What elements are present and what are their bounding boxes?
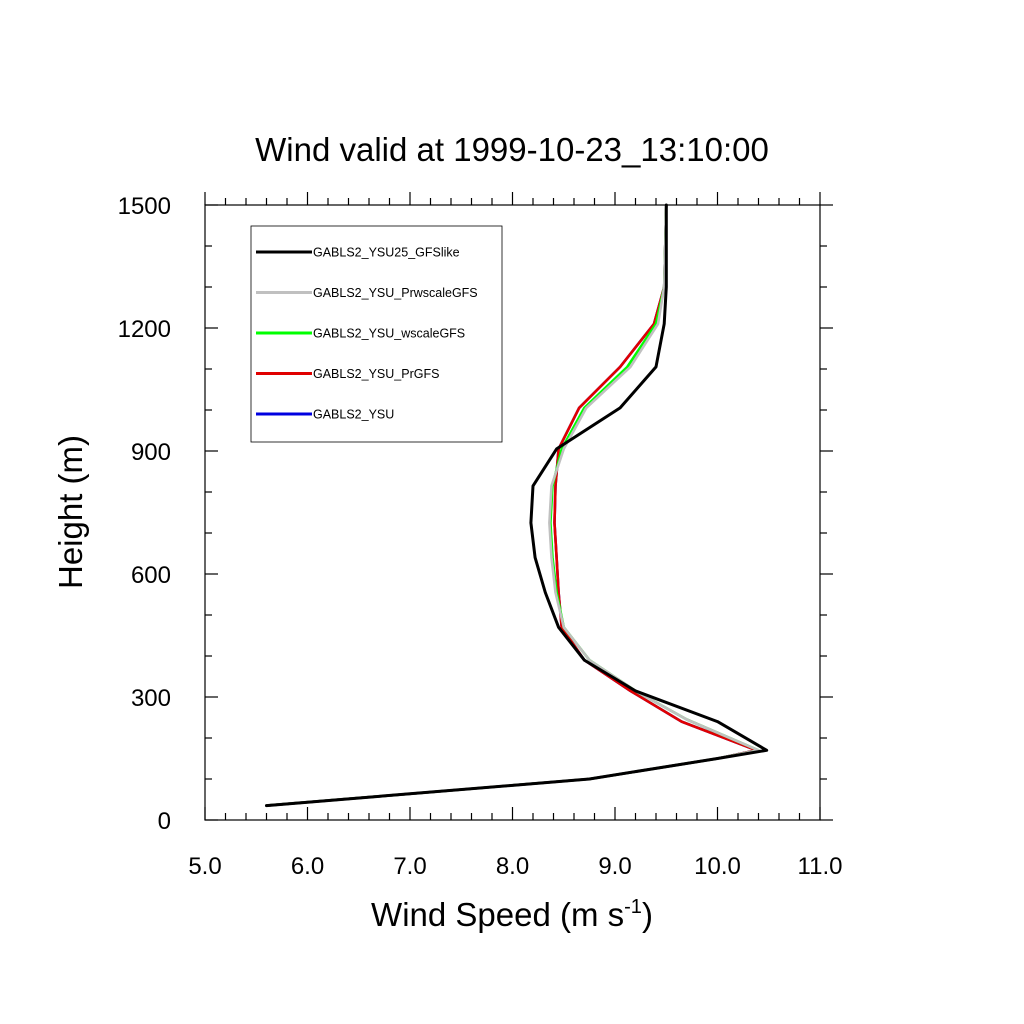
y-tick-label: 1200 — [118, 316, 171, 343]
svg-text:Wind Speed (m s-1): Wind Speed (m s-1) — [371, 896, 653, 933]
y-axis-label: Height (m) — [52, 435, 89, 589]
chart-title: Wind valid at 1999-10-23_13:10:00 — [255, 131, 769, 168]
y-tick-label: 900 — [131, 439, 171, 466]
x-axis-label-main: Wind Speed (m s — [371, 896, 624, 933]
legend: GABLS2_YSU25_GFSlike GABLS2_YSU_PrwscaleG… — [250, 225, 503, 443]
x-tick-label: 9.0 — [598, 853, 631, 880]
x-tick-label: 8.0 — [496, 853, 529, 880]
legend-item: GABLS2_YSU25_GFSlike — [256, 246, 460, 260]
y-tick-label: 600 — [131, 562, 171, 589]
x-tick-label: 7.0 — [393, 853, 426, 880]
x-tick-label: 6.0 — [291, 853, 324, 880]
legend-item: GABLS2_YSU_PrGFS — [256, 367, 439, 381]
x-tick-label: 5.0 — [188, 853, 221, 880]
legend-item: GABLS2_YSU — [256, 408, 394, 422]
y-tick-label: 0 — [158, 808, 171, 835]
series-line-gabls2-ysu25-gfslike — [265, 203, 769, 808]
legend-label: GABLS2_YSU_wscaleGFS — [313, 327, 465, 341]
y-tick-label: 300 — [131, 685, 171, 712]
y-tick-label: 1500 — [118, 193, 171, 220]
x-axis-label-superscript: -1 — [624, 896, 642, 918]
tick-label-layer: 5.0 6.0 7.0 8.0 9.0 10.0 11.0 0 300 600 900 1200 150… — [118, 193, 843, 880]
x-tick-label: 10.0 — [694, 853, 741, 880]
x-axis-label-suffix: ) — [642, 896, 653, 933]
legend-item: GABLS2_YSU_PrwscaleGFS — [256, 286, 478, 300]
legend-label: GABLS2_YSU — [313, 408, 394, 422]
legend-label: GABLS2_YSU_PrwscaleGFS — [313, 286, 478, 300]
legend-label: GABLS2_YSU25_GFSlike — [313, 246, 460, 260]
series-layer — [265, 203, 769, 808]
plot-frame — [204, 204, 821, 821]
x-tick-label: 11.0 — [798, 853, 843, 880]
legend-label: GABLS2_YSU_PrGFS — [313, 367, 439, 381]
legend-item: GABLS2_YSU_wscaleGFS — [256, 327, 465, 341]
x-axis-label: Wind Speed (m s-1) — [371, 896, 653, 933]
